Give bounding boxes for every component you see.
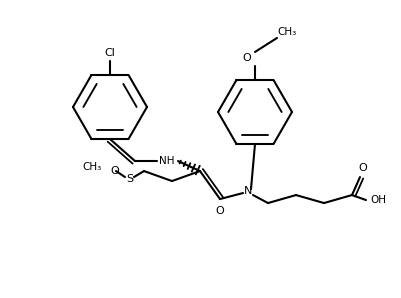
Text: O: O <box>358 163 367 173</box>
Text: S: S <box>126 174 133 184</box>
Text: NH: NH <box>159 156 174 166</box>
Text: CH₃: CH₃ <box>83 162 102 172</box>
Text: O: O <box>215 206 224 216</box>
Text: O: O <box>110 166 119 176</box>
Text: CH₃: CH₃ <box>277 27 296 37</box>
Text: OH: OH <box>369 195 385 205</box>
Text: Cl: Cl <box>104 48 115 58</box>
Text: O: O <box>242 53 251 63</box>
Text: N: N <box>243 186 251 196</box>
